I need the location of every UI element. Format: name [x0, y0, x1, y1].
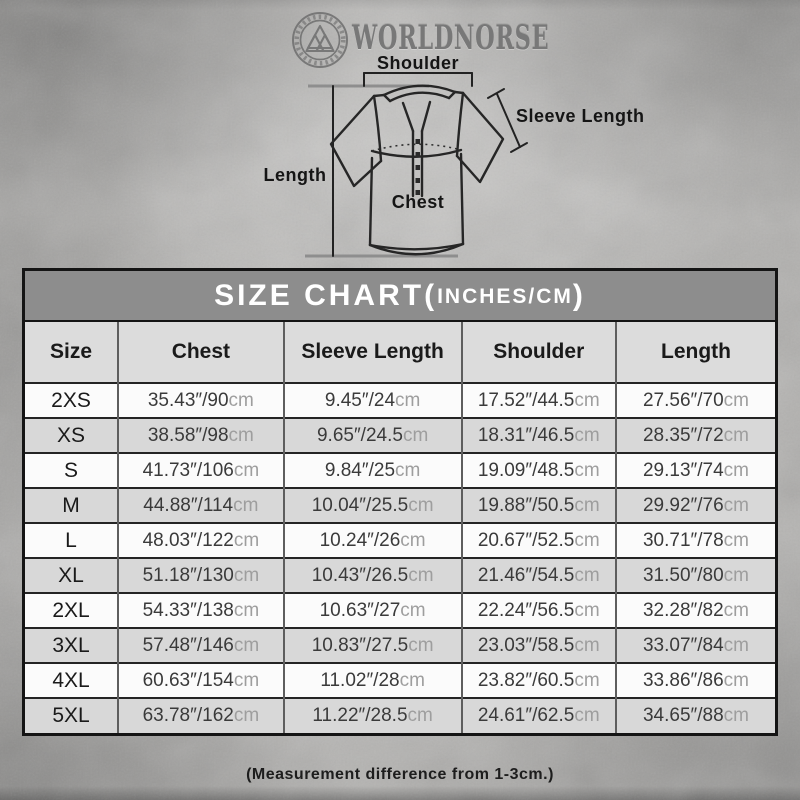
sleeve-length-label: Sleeve Length — [516, 106, 645, 126]
chest-cell: 38.58″/98cm — [117, 417, 284, 453]
length-cell: 34.65″/88cm — [615, 697, 775, 733]
chest-dotted-line — [371, 143, 462, 152]
length-cell: 29.13″/74cm — [615, 452, 775, 488]
sleeve-cell: 10.43″/26.5cm — [282, 557, 462, 593]
table-row-2xs: 2XS 35.43″/90cm 9.45″/24cm 17.52″/44.5cm… — [25, 382, 775, 418]
table-row-3xl: 3XL 57.48″/146cm 10.83″/27.5cm 23.03″/58… — [25, 627, 775, 663]
shoulder-cell: 23.82″/60.5cm — [460, 662, 616, 698]
size-chart-title: SIZE CHART(INCHES/CM) — [25, 271, 775, 322]
column-header-size: Size — [25, 322, 118, 383]
size-cell: XL — [25, 557, 118, 593]
shoulder-cell: 23.03″/58.5cm — [460, 627, 616, 663]
shoulder-cell: 17.52″/44.5cm — [460, 382, 616, 418]
table-row-5xl: 5XL 63.78″/162cm 11.22″/28.5cm 24.61″/62… — [25, 697, 775, 733]
shirt-measurement-diagram: Shoulder Sleeve Length Length Chest — [264, 56, 645, 258]
chest-cell: 41.73″/106cm — [117, 452, 284, 488]
shoulder-cell: 24.61″/62.5cm — [460, 697, 616, 733]
shoulder-measure-line — [363, 72, 473, 87]
column-header-shoulder: Shoulder — [460, 322, 616, 383]
measurement-note: (Measurement difference from 1-3cm.) — [246, 766, 554, 783]
table-row-m: M 44.88″/114cm 10.04″/25.5cm 19.88″/50.5… — [25, 487, 775, 523]
shoulder-cell: 19.09″/48.5cm — [460, 452, 616, 488]
sleeve-cell: 10.63″/27cm — [282, 592, 462, 628]
column-header-chest: Chest — [117, 322, 284, 383]
length-cell: 32.28″/82cm — [615, 592, 775, 628]
length-label: Length — [264, 165, 327, 185]
shoulder-cell: 19.88″/50.5cm — [460, 487, 616, 523]
length-cell: 33.86″/86cm — [615, 662, 775, 698]
size-cell: 2XL — [25, 592, 118, 628]
chest-cell: 63.78″/162cm — [117, 697, 284, 733]
length-cell: 29.92″/76cm — [615, 487, 775, 523]
sleeve-cell: 9.84″/25cm — [282, 452, 462, 488]
title-close: ) — [572, 278, 586, 312]
table-row-s: S 41.73″/106cm 9.84″/25cm 19.09″/48.5cm … — [25, 452, 775, 488]
shoulder-label: Shoulder — [377, 56, 459, 73]
sleeve-cell: 10.04″/25.5cm — [282, 487, 462, 523]
chest-cell: 48.03″/122cm — [117, 522, 284, 558]
placket-buttons — [415, 139, 420, 195]
chest-label: Chest — [392, 192, 445, 212]
chest-cell: 57.48″/146cm — [117, 627, 284, 663]
size-cell: M — [25, 487, 118, 523]
sleeve-cell: 11.02″/28cm — [282, 662, 462, 698]
chest-cell: 54.33″/138cm — [117, 592, 284, 628]
shoulder-cell: 21.46″/54.5cm — [460, 557, 616, 593]
chest-cell: 35.43″/90cm — [117, 382, 284, 418]
title-main: SIZE CHART( — [214, 278, 438, 312]
chest-cell: 60.63″/154cm — [117, 662, 284, 698]
header-row: Size Chest Sleeve Length Shoulder Length — [25, 322, 775, 383]
brand-name: WORLDNORSE — [352, 18, 550, 58]
size-chart-table: SIZE CHART(INCHES/CM) Size Chest Sleeve … — [22, 268, 778, 736]
length-cell: 27.56″/70cm — [615, 382, 775, 418]
length-cell: 28.35″/72cm — [615, 417, 775, 453]
table-row-2xl: 2XL 54.33″/138cm 10.63″/27cm 22.24″/56.5… — [25, 592, 775, 628]
shoulder-cell: 22.24″/56.5cm — [460, 592, 616, 628]
length-cell: 30.71″/78cm — [615, 522, 775, 558]
table-row-l: L 48.03″/122cm 10.24″/26cm 20.67″/52.5cm… — [25, 522, 775, 558]
length-cell: 31.50″/80cm — [615, 557, 775, 593]
chest-cell: 51.18″/130cm — [117, 557, 284, 593]
title-units: INCHES/CM — [437, 285, 573, 308]
size-cell: 2XS — [25, 382, 118, 418]
sleeve-cell: 9.45″/24cm — [282, 382, 462, 418]
size-cell: L — [25, 522, 118, 558]
table-row-4xl: 4XL 60.63″/154cm 11.02″/28cm 23.82″/60.5… — [25, 662, 775, 698]
length-cell: 33.07″/84cm — [615, 627, 775, 663]
shoulder-cell: 18.31″/46.5cm — [460, 417, 616, 453]
sleeve-cell: 10.83″/27.5cm — [282, 627, 462, 663]
table-row-xl: XL 51.18″/130cm 10.43″/26.5cm 21.46″/54.… — [25, 557, 775, 593]
sleeve-cell: 11.22″/28.5cm — [282, 697, 462, 733]
chest-cell: 44.88″/114cm — [117, 487, 284, 523]
sleeve-cell: 10.24″/26cm — [282, 522, 462, 558]
size-cell: 5XL — [25, 697, 118, 733]
table-row-xs: XS 38.58″/98cm 9.65″/24.5cm 18.31″/46.5c… — [25, 417, 775, 453]
column-header-length: Length — [615, 322, 775, 383]
size-cell: S — [25, 452, 118, 488]
column-header-sleeve-length: Sleeve Length — [282, 322, 462, 383]
shoulder-cell: 20.67″/52.5cm — [460, 522, 616, 558]
sleeve-cell: 9.65″/24.5cm — [282, 417, 462, 453]
size-cell: 3XL — [25, 627, 118, 663]
size-cell: XS — [25, 417, 118, 453]
size-cell: 4XL — [25, 662, 118, 698]
